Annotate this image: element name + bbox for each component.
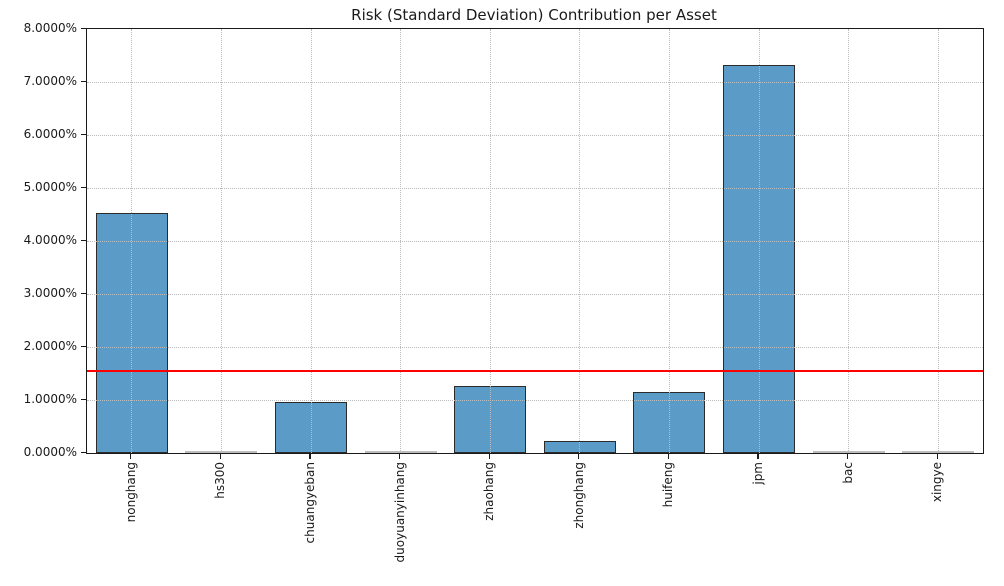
chart-title: Risk (Standard Deviation) Contribution p… [351,6,717,24]
plot-area [86,28,984,454]
y-tick-label: 0.0000% [23,445,77,459]
y-tick-label: 5.0000% [23,180,77,194]
x-tick-label: hs300 [213,462,228,499]
x-axis-tick [130,453,132,459]
x-axis-tick [219,453,222,459]
h-gridline [87,293,983,295]
h-gridline [87,346,983,348]
x-tick-label: bac [840,462,855,484]
h-gridline [87,187,983,189]
v-gridline [489,29,491,453]
x-axis-tick [846,453,849,459]
y-tick-label: 8.0000% [23,21,77,35]
x-axis-tick [757,453,759,459]
y-axis-tick [81,240,86,242]
y-axis-tick [81,293,86,295]
h-gridline [87,134,983,136]
x-axis-tick [309,453,311,459]
y-tick-label: 3.0000% [23,286,77,300]
v-gridline [848,29,850,453]
x-tick-label: xingye [930,462,945,503]
x-axis-tick [398,453,401,459]
v-gridline [937,29,939,453]
v-gridline [758,29,760,453]
y-axis-tick [81,28,86,30]
y-axis-tick [81,134,86,136]
v-gridline [579,29,581,453]
y-tick-label: 7.0000% [23,74,77,88]
v-gridline [400,29,402,453]
x-axis-tick [936,453,938,459]
v-gridline [220,29,222,453]
h-gridline [87,399,983,401]
y-tick-label: 1.0000% [23,392,77,406]
y-axis-tick [81,187,86,189]
x-tick-label: jpm [751,462,765,485]
x-axis-tick [578,453,580,459]
v-gridline [131,29,133,453]
x-axis-tick [667,453,670,459]
x-tick-label: zhonghang [571,462,586,529]
y-axis-tick [81,452,86,454]
h-gridline [87,240,983,242]
x-tick-label: nonghang [123,462,138,523]
x-tick-label: chuangyeban [303,462,317,544]
y-tick-label: 4.0000% [23,233,77,247]
x-tick-label: huifeng [661,462,676,508]
y-axis-tick [81,399,86,401]
h-gridline [87,81,983,83]
y-axis-tick [81,346,86,348]
x-axis-tick [488,453,490,459]
x-tick-label: zhaohang [482,462,497,521]
y-tick-label: 2.0000% [23,339,77,353]
v-gridline [310,29,312,453]
x-tick-label: duoyuanyinhang [392,462,407,563]
v-gridline [668,29,670,453]
y-tick-label: 6.0000% [23,127,77,141]
y-axis-tick [81,81,86,83]
mean-reference-line [87,369,983,372]
